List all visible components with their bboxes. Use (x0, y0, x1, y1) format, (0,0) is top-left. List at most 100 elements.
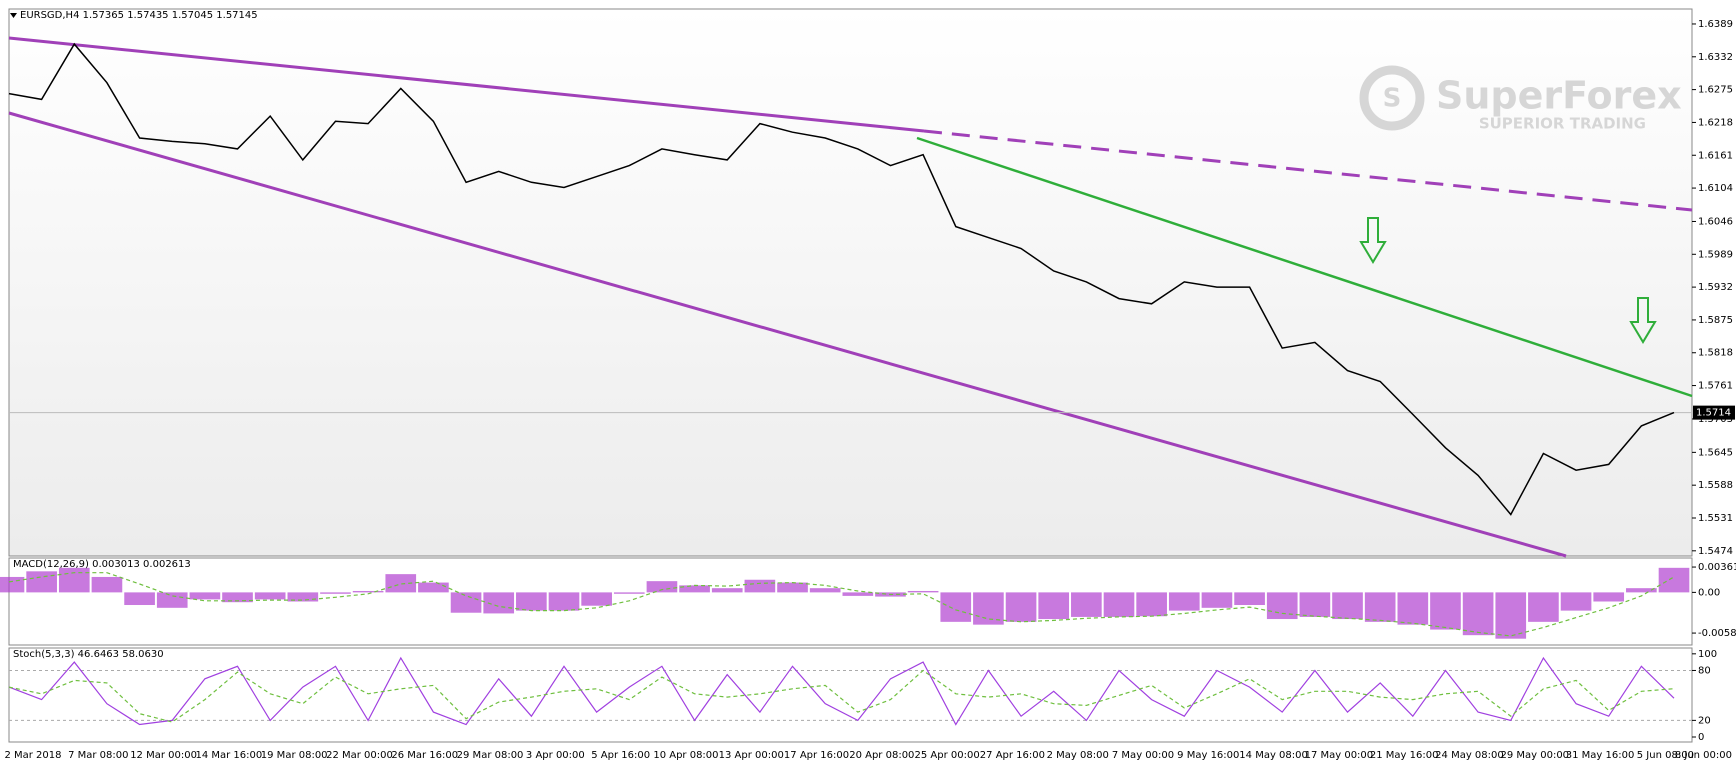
reading: 46.6463 (78, 649, 119, 660)
histogram-bar (1201, 592, 1233, 608)
x-tick-label: 20 Apr 08:00 (849, 750, 914, 761)
x-tick-label: 2 May 08:00 (1047, 750, 1109, 761)
y-tick-label: 100 (1698, 649, 1717, 660)
reading: 0.003013 (92, 559, 140, 570)
histogram-bar (1397, 592, 1429, 625)
panel-header: Stoch(5,3,3) 46.6463 58.0630 (13, 649, 164, 660)
histogram-bar (744, 579, 776, 593)
current-price-box (1693, 405, 1735, 420)
histogram-bar (1136, 592, 1167, 617)
histogram-bar (189, 592, 221, 600)
histogram-bar (26, 571, 57, 593)
x-tick-label: 17 Apr 16:00 (784, 750, 849, 761)
histogram-bar (613, 592, 645, 594)
trend-lines (8, 36, 1693, 558)
histogram-bar (646, 581, 678, 593)
histogram-bar (1462, 592, 1494, 636)
y-tick-label: 0.00 (1698, 587, 1720, 598)
y-tick-label: 20 (1698, 715, 1711, 726)
histogram-bar (548, 592, 580, 611)
histogram-bar (0, 576, 25, 593)
y-tick-label: 1.5818 (1698, 348, 1733, 359)
x-tick-label: 22 Mar 00:00 (326, 750, 393, 761)
histogram-bar (1038, 592, 1070, 620)
watermark: S SuperForex SUPERIOR TRADING (1359, 65, 1682, 133)
series-line (8, 42, 1675, 516)
x-tick-label: 29 Mar 08:00 (457, 750, 524, 761)
resistance-line (916, 136, 1693, 398)
histogram-bar (581, 592, 612, 606)
y-tick-label: 1.5875 (1698, 315, 1733, 326)
y-tick-label: -0.0058 (1698, 628, 1736, 639)
x-tick-label: 31 May 16:00 (1566, 750, 1635, 761)
histogram-bar (156, 592, 188, 608)
histogram-bar (124, 592, 155, 606)
channel-top-projection (923, 129, 1693, 212)
histogram-bar (91, 576, 123, 593)
x-tick-label: 26 Mar 16:00 (391, 750, 458, 761)
y-tick-label: 1.5645 (1698, 447, 1733, 458)
channel-bottom (8, 111, 1567, 558)
y-tick-label: 1.5761 (1698, 381, 1733, 392)
x-tick-label: 10 Apr 08:00 (653, 750, 718, 761)
histogram-bar (940, 592, 972, 622)
menu-triangle (10, 13, 17, 18)
y-tick-label: 1.6161 (1698, 150, 1733, 161)
x-tick-label: 7 May 00:00 (1112, 750, 1174, 761)
histogram-bar (1430, 592, 1461, 630)
brand: SuperForex (1436, 74, 1682, 118)
price-header (10, 13, 17, 18)
y-tick-label: 1.5531 (1698, 513, 1733, 524)
y-tick-label: 1.6104 (1698, 183, 1733, 194)
y-tick-label: 1.5588 (1698, 480, 1733, 491)
reading: 0.002613 (143, 559, 191, 570)
series-line (8, 669, 1675, 723)
x-tick-label: 5 Apr 16:00 (591, 750, 650, 761)
histogram-bar (1103, 592, 1135, 617)
histogram-bar (1658, 567, 1690, 593)
y-tick-label: 0.00361 (1698, 562, 1736, 573)
histogram-bar (1593, 592, 1625, 602)
x-tick-label: 24 May 08:00 (1435, 750, 1504, 761)
y-tick-label: 1.5989 (1698, 249, 1733, 260)
x-tick-label: 29 May 00:00 (1500, 750, 1569, 761)
x-tick-label: 8 Jun 00:00 (1675, 750, 1732, 761)
y-tick-label: 80 (1698, 665, 1711, 676)
histogram-bar (1005, 592, 1037, 622)
y-tick-label: 1.6218 (1698, 117, 1733, 128)
histogram-bar (287, 592, 319, 602)
reading: 58.0630 (122, 649, 163, 660)
histogram-bar (1528, 592, 1559, 622)
histogram-bar (1234, 592, 1265, 606)
stoch-panel (8, 647, 1693, 743)
logo (1359, 65, 1425, 131)
histogram-bar (907, 590, 939, 593)
price-panel (8, 8, 1693, 557)
x-tick-label: 25 Apr 00:00 (915, 750, 980, 761)
tagline: SUPERIOR TRADING (1479, 115, 1646, 133)
x-tick-label: 3 Apr 00:00 (526, 750, 585, 761)
x-tick-label: 27 Apr 16:00 (980, 750, 1045, 761)
histogram-bar (450, 592, 482, 613)
histogram-bar (1299, 592, 1331, 617)
histogram-bar (1495, 592, 1527, 639)
series-line (8, 656, 1675, 726)
series-line (8, 572, 1675, 637)
channel-top (8, 36, 925, 133)
x-tick-label: 12 Mar 00:00 (130, 750, 197, 761)
panel-title: EURSGD,H4 (20, 10, 79, 21)
y-tick-label: 1.6389 (1698, 19, 1733, 30)
logo-mark: S (1383, 84, 1402, 114)
x-tick-label: 7 Mar 08:00 (68, 750, 128, 761)
x-tick-label: 13 Apr 00:00 (719, 750, 784, 761)
x-tick-label: 14 Mar 16:00 (195, 750, 262, 761)
y-tick-label: 0 (1698, 732, 1704, 743)
histogram-bar (1332, 592, 1363, 620)
reading: 1.57145 (216, 10, 257, 21)
histogram-bar (809, 588, 841, 593)
panel-title: MACD(12,26,9) (13, 559, 89, 570)
histogram-bar (1560, 592, 1592, 611)
histogram-bar (711, 588, 743, 593)
histogram-bar (1626, 588, 1657, 593)
